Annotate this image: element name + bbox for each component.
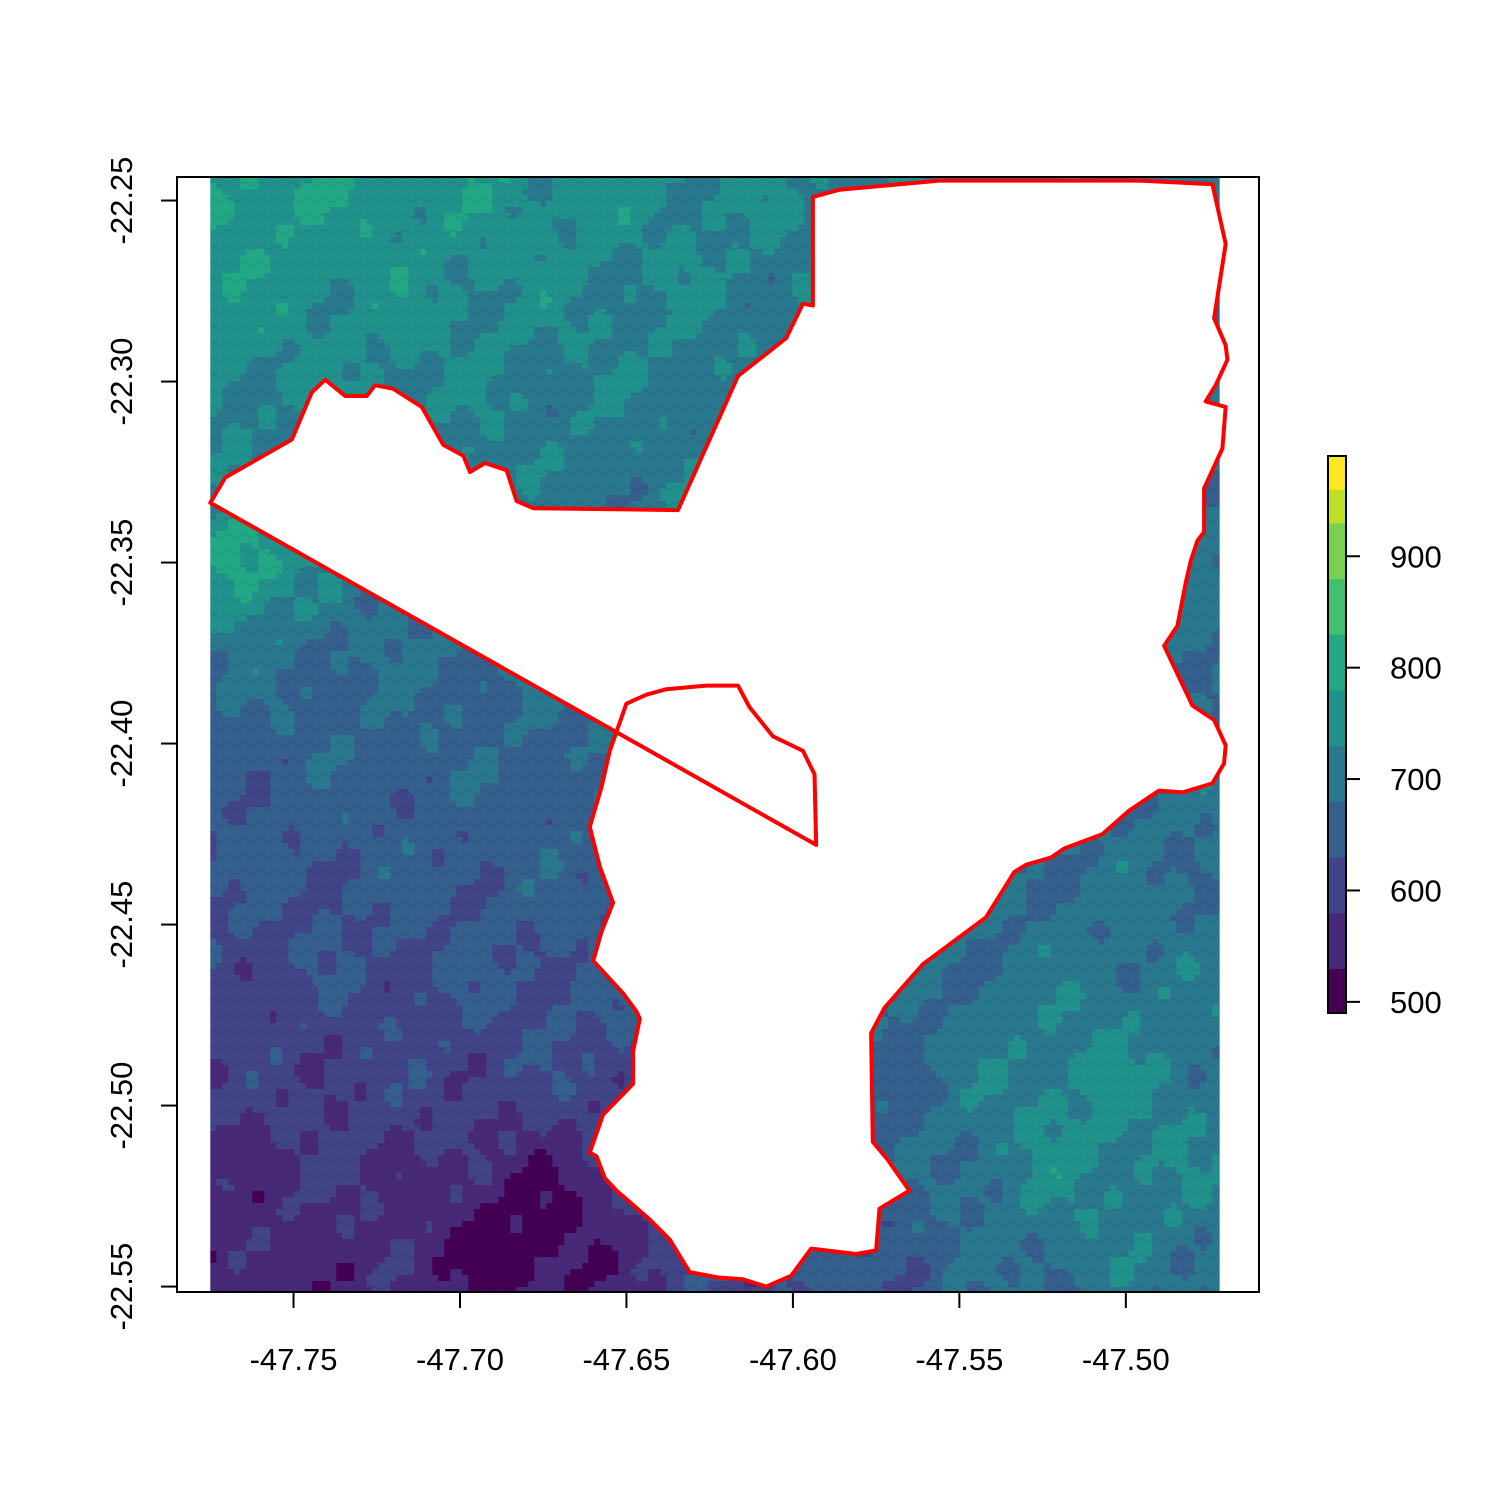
legend-swatch [1328, 522, 1346, 580]
legend-tick-label: 600 [1390, 873, 1442, 908]
municipality-boundary [208, 178, 1230, 1289]
legend-swatch [1328, 689, 1346, 747]
legend-tick-label: 900 [1390, 539, 1442, 574]
x-tick-label: -47.70 [416, 1342, 504, 1377]
legend-swatch [1328, 801, 1346, 858]
x-tick-label: -47.55 [915, 1342, 1003, 1377]
y-tick-label: -22.40 [104, 700, 139, 788]
x-tick-label: -47.75 [250, 1342, 338, 1377]
y-tick-label: -22.25 [104, 157, 139, 245]
legend-swatch [1328, 745, 1346, 802]
legend-swatch [1328, 489, 1346, 524]
y-tick-label: -22.35 [104, 519, 139, 607]
legend-tick-label: 700 [1390, 762, 1442, 797]
x-tick-label: -47.65 [582, 1342, 670, 1377]
legend-tick-label: 800 [1390, 651, 1442, 686]
municipality-mask [210, 180, 1228, 1287]
x-tick-label: -47.60 [749, 1342, 837, 1377]
plot-area [208, 177, 1230, 1292]
legend-swatch [1328, 578, 1346, 635]
legend-swatch [1328, 634, 1346, 691]
x-axis: -47.75 -47.70 -47.65 -47.60 -47.55 -47.50 [250, 1291, 1170, 1377]
legend-swatch [1328, 968, 1346, 1014]
x-tick-label: -47.50 [1082, 1342, 1170, 1377]
legend-swatch [1328, 912, 1346, 969]
y-tick-label: -22.50 [104, 1062, 139, 1150]
legend-swatch [1328, 456, 1346, 490]
elevation-legend: 500 600 700 800 900 [1327, 455, 1442, 1020]
y-tick-label: -22.55 [104, 1243, 139, 1331]
y-tick-label: -22.30 [104, 338, 139, 426]
legend-swatch [1328, 857, 1346, 914]
y-axis: -22.25 -22.30 -22.35 -22.40 -22.45 -22.50 -22.… [104, 157, 178, 1331]
legend-tick-label: 500 [1390, 985, 1442, 1020]
y-tick-label: -22.45 [104, 881, 139, 969]
